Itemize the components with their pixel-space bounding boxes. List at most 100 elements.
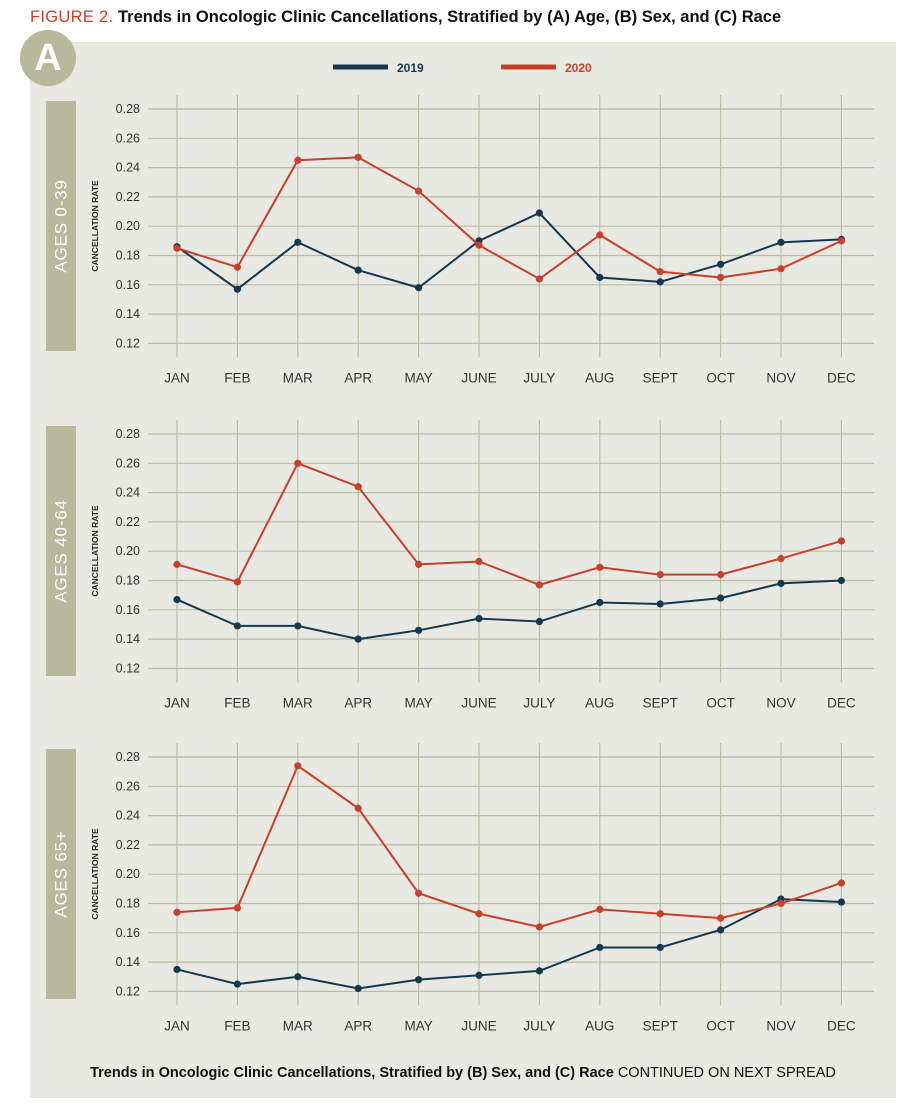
x-tick-label: NOV xyxy=(766,370,795,385)
data-point-2020 xyxy=(656,910,664,918)
data-point-2019 xyxy=(173,965,181,974)
data-point-2019 xyxy=(837,898,846,906)
data-point-2020 xyxy=(717,273,725,282)
y-tick-label: 0.18 xyxy=(116,249,140,263)
data-point-2019 xyxy=(475,614,483,623)
footer-bold: Trends in Oncologic Clinic Cancellations… xyxy=(90,1065,614,1081)
data-point-2020 xyxy=(233,263,241,271)
chart-panel-2: AGES 40-64 CANCELLATION RATE 0.28 0.26 0.24 0… xyxy=(46,420,874,710)
data-point-2020 xyxy=(717,914,725,922)
data-point-2020 xyxy=(535,581,544,589)
data-point-2019 xyxy=(596,598,604,607)
data-point-2019 xyxy=(294,622,302,630)
data-point-2020 xyxy=(475,910,483,918)
data-point-2019 xyxy=(415,976,423,984)
x-tick-label: SEPT xyxy=(643,695,678,710)
x-tick-label: MAR xyxy=(283,370,313,385)
y-tick-label: 0.12 xyxy=(116,336,140,350)
x-tick-label: JAN xyxy=(164,695,190,710)
x-tick-label: AUG xyxy=(585,370,614,385)
y-tick-label: 0.16 xyxy=(116,603,140,617)
x-tick-label: JUNE xyxy=(461,695,496,710)
x-tick-label: SEPT xyxy=(643,1018,678,1033)
y-axis-title: CANCELLATION RATE xyxy=(90,505,100,597)
series-line-2020 xyxy=(176,462,842,586)
x-tick-label: JUNE xyxy=(461,370,496,385)
data-point-2019 xyxy=(656,600,664,608)
x-tick-label: MAY xyxy=(404,370,432,385)
figure-title-text: Trends in Oncologic Clinic Cancellations… xyxy=(117,8,782,26)
figure-panel xyxy=(30,42,896,1098)
y-tick-label: 0.12 xyxy=(116,661,140,675)
x-tick-label: JUNE xyxy=(461,1018,496,1033)
data-point-2020 xyxy=(596,231,604,239)
y-tick-label: 0.26 xyxy=(116,456,140,470)
x-tick-label: APR xyxy=(344,695,372,710)
x-tick-label: NOV xyxy=(766,1018,795,1033)
y-tick-label: 0.26 xyxy=(116,779,140,793)
panel-letter-badge: A xyxy=(20,30,76,86)
y-axis-title: CANCELLATION RATE xyxy=(90,180,100,272)
figure-footer: Trends in Oncologic Clinic Cancellations… xyxy=(30,1065,896,1081)
data-point-2019 xyxy=(777,579,785,588)
data-point-2019 xyxy=(777,238,785,246)
data-point-2020 xyxy=(837,879,846,887)
series-line-2020 xyxy=(176,156,842,281)
data-point-2020 xyxy=(173,244,181,252)
data-point-2019 xyxy=(717,926,725,934)
x-tick-label: OCT xyxy=(706,1018,735,1033)
y-tick-label: 0.20 xyxy=(116,219,140,233)
data-point-2020 xyxy=(294,762,302,770)
figure-title: FIGURE 2. Trends in Oncologic Clinic Can… xyxy=(30,8,781,27)
x-tick-label: DEC xyxy=(827,695,856,710)
data-point-2019 xyxy=(354,266,362,274)
x-tick-label: JULY xyxy=(523,695,555,710)
data-point-2019 xyxy=(596,273,604,282)
data-point-2020 xyxy=(415,187,423,195)
data-point-2020 xyxy=(475,241,483,249)
data-point-2019 xyxy=(475,971,483,979)
data-point-2020 xyxy=(415,560,423,568)
data-point-2019 xyxy=(717,594,725,602)
data-point-2020 xyxy=(777,265,785,273)
figure-label: FIGURE 2. xyxy=(30,8,114,26)
x-tick-label: DEC xyxy=(827,1018,856,1033)
panel-side-label: AGES 0-39 xyxy=(52,179,71,272)
x-tick-label: AUG xyxy=(585,695,614,710)
data-point-2020 xyxy=(777,899,785,908)
data-point-2019 xyxy=(173,595,181,604)
legend-label-2020: 2020 xyxy=(565,61,592,75)
y-tick-label: 0.26 xyxy=(116,131,140,145)
data-point-2019 xyxy=(656,278,664,286)
data-point-2020 xyxy=(535,923,544,931)
data-point-2019 xyxy=(535,967,544,975)
x-tick-label: APR xyxy=(344,1018,372,1033)
x-tick-label: FEB xyxy=(224,370,250,385)
x-tick-label: JAN xyxy=(164,370,190,385)
y-tick-label: 0.24 xyxy=(116,486,140,500)
data-point-2020 xyxy=(415,889,423,897)
y-tick-label: 0.18 xyxy=(116,574,140,588)
x-tick-label: MAY xyxy=(404,695,432,710)
data-point-2020 xyxy=(233,578,241,586)
data-point-2019 xyxy=(535,209,544,217)
y-tick-label: 0.22 xyxy=(116,190,140,204)
data-point-2020 xyxy=(354,804,362,812)
x-tick-label: AUG xyxy=(585,1018,614,1033)
data-point-2019 xyxy=(415,284,423,292)
x-tick-label: JULY xyxy=(523,1018,555,1033)
x-tick-label: FEB xyxy=(224,1018,250,1033)
data-point-2020 xyxy=(596,563,604,571)
chart-panel-3: AGES 65+ CANCELLATION RATE 0.28 0.26 0.24 0.2… xyxy=(46,743,874,1033)
y-tick-label: 0.14 xyxy=(116,632,140,646)
series-line-2020 xyxy=(176,764,842,928)
panel-side-band xyxy=(46,101,76,351)
data-point-2020 xyxy=(294,459,302,467)
panel-side-label: AGES 40-64 xyxy=(52,499,71,602)
data-point-2019 xyxy=(535,617,544,626)
x-tick-label: OCT xyxy=(706,370,735,385)
data-point-2020 xyxy=(837,237,846,245)
data-point-2019 xyxy=(596,943,604,952)
y-tick-label: 0.14 xyxy=(116,307,140,321)
